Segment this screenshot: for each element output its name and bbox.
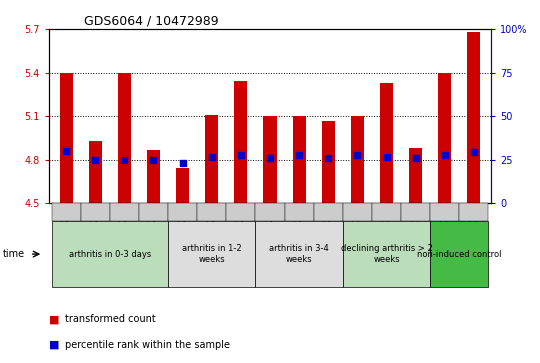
Text: non-induced control: non-induced control: [417, 250, 502, 258]
Point: [178, 160, 187, 166]
Text: arthritis in 0-3 days: arthritis in 0-3 days: [69, 250, 151, 258]
Text: time: time: [3, 249, 25, 259]
Text: arthritis in 1-2
weeks: arthritis in 1-2 weeks: [182, 244, 241, 264]
Bar: [264, 116, 276, 203]
Point: [470, 150, 478, 155]
Bar: [59, 73, 73, 203]
Text: transformed count: transformed count: [65, 314, 156, 325]
Text: ■: ■: [49, 314, 59, 325]
Text: declining arthritis > 2
weeks: declining arthritis > 2 weeks: [341, 244, 433, 264]
Point: [91, 157, 99, 163]
Point: [120, 157, 129, 163]
Bar: [322, 121, 335, 203]
Point: [353, 152, 362, 158]
Bar: [293, 116, 306, 203]
Point: [382, 154, 391, 160]
Point: [237, 152, 245, 158]
Bar: [467, 32, 481, 203]
Bar: [205, 115, 218, 203]
Bar: [438, 73, 451, 203]
Point: [324, 155, 333, 161]
Point: [441, 152, 449, 158]
Bar: [380, 83, 393, 203]
Text: arthritis in 3-4
weeks: arthritis in 3-4 weeks: [269, 244, 329, 264]
Point: [411, 155, 420, 161]
Bar: [176, 168, 189, 203]
Bar: [351, 116, 364, 203]
Point: [62, 148, 70, 154]
Bar: [147, 150, 160, 203]
Bar: [234, 81, 247, 203]
Text: ■: ■: [49, 340, 59, 350]
Bar: [409, 148, 422, 203]
Point: [295, 152, 303, 158]
Bar: [89, 141, 102, 203]
Point: [207, 154, 216, 160]
Bar: [118, 73, 131, 203]
Text: percentile rank within the sample: percentile rank within the sample: [65, 340, 230, 350]
Point: [149, 157, 158, 163]
Point: [266, 155, 274, 161]
Text: GDS6064 / 10472989: GDS6064 / 10472989: [84, 15, 219, 28]
